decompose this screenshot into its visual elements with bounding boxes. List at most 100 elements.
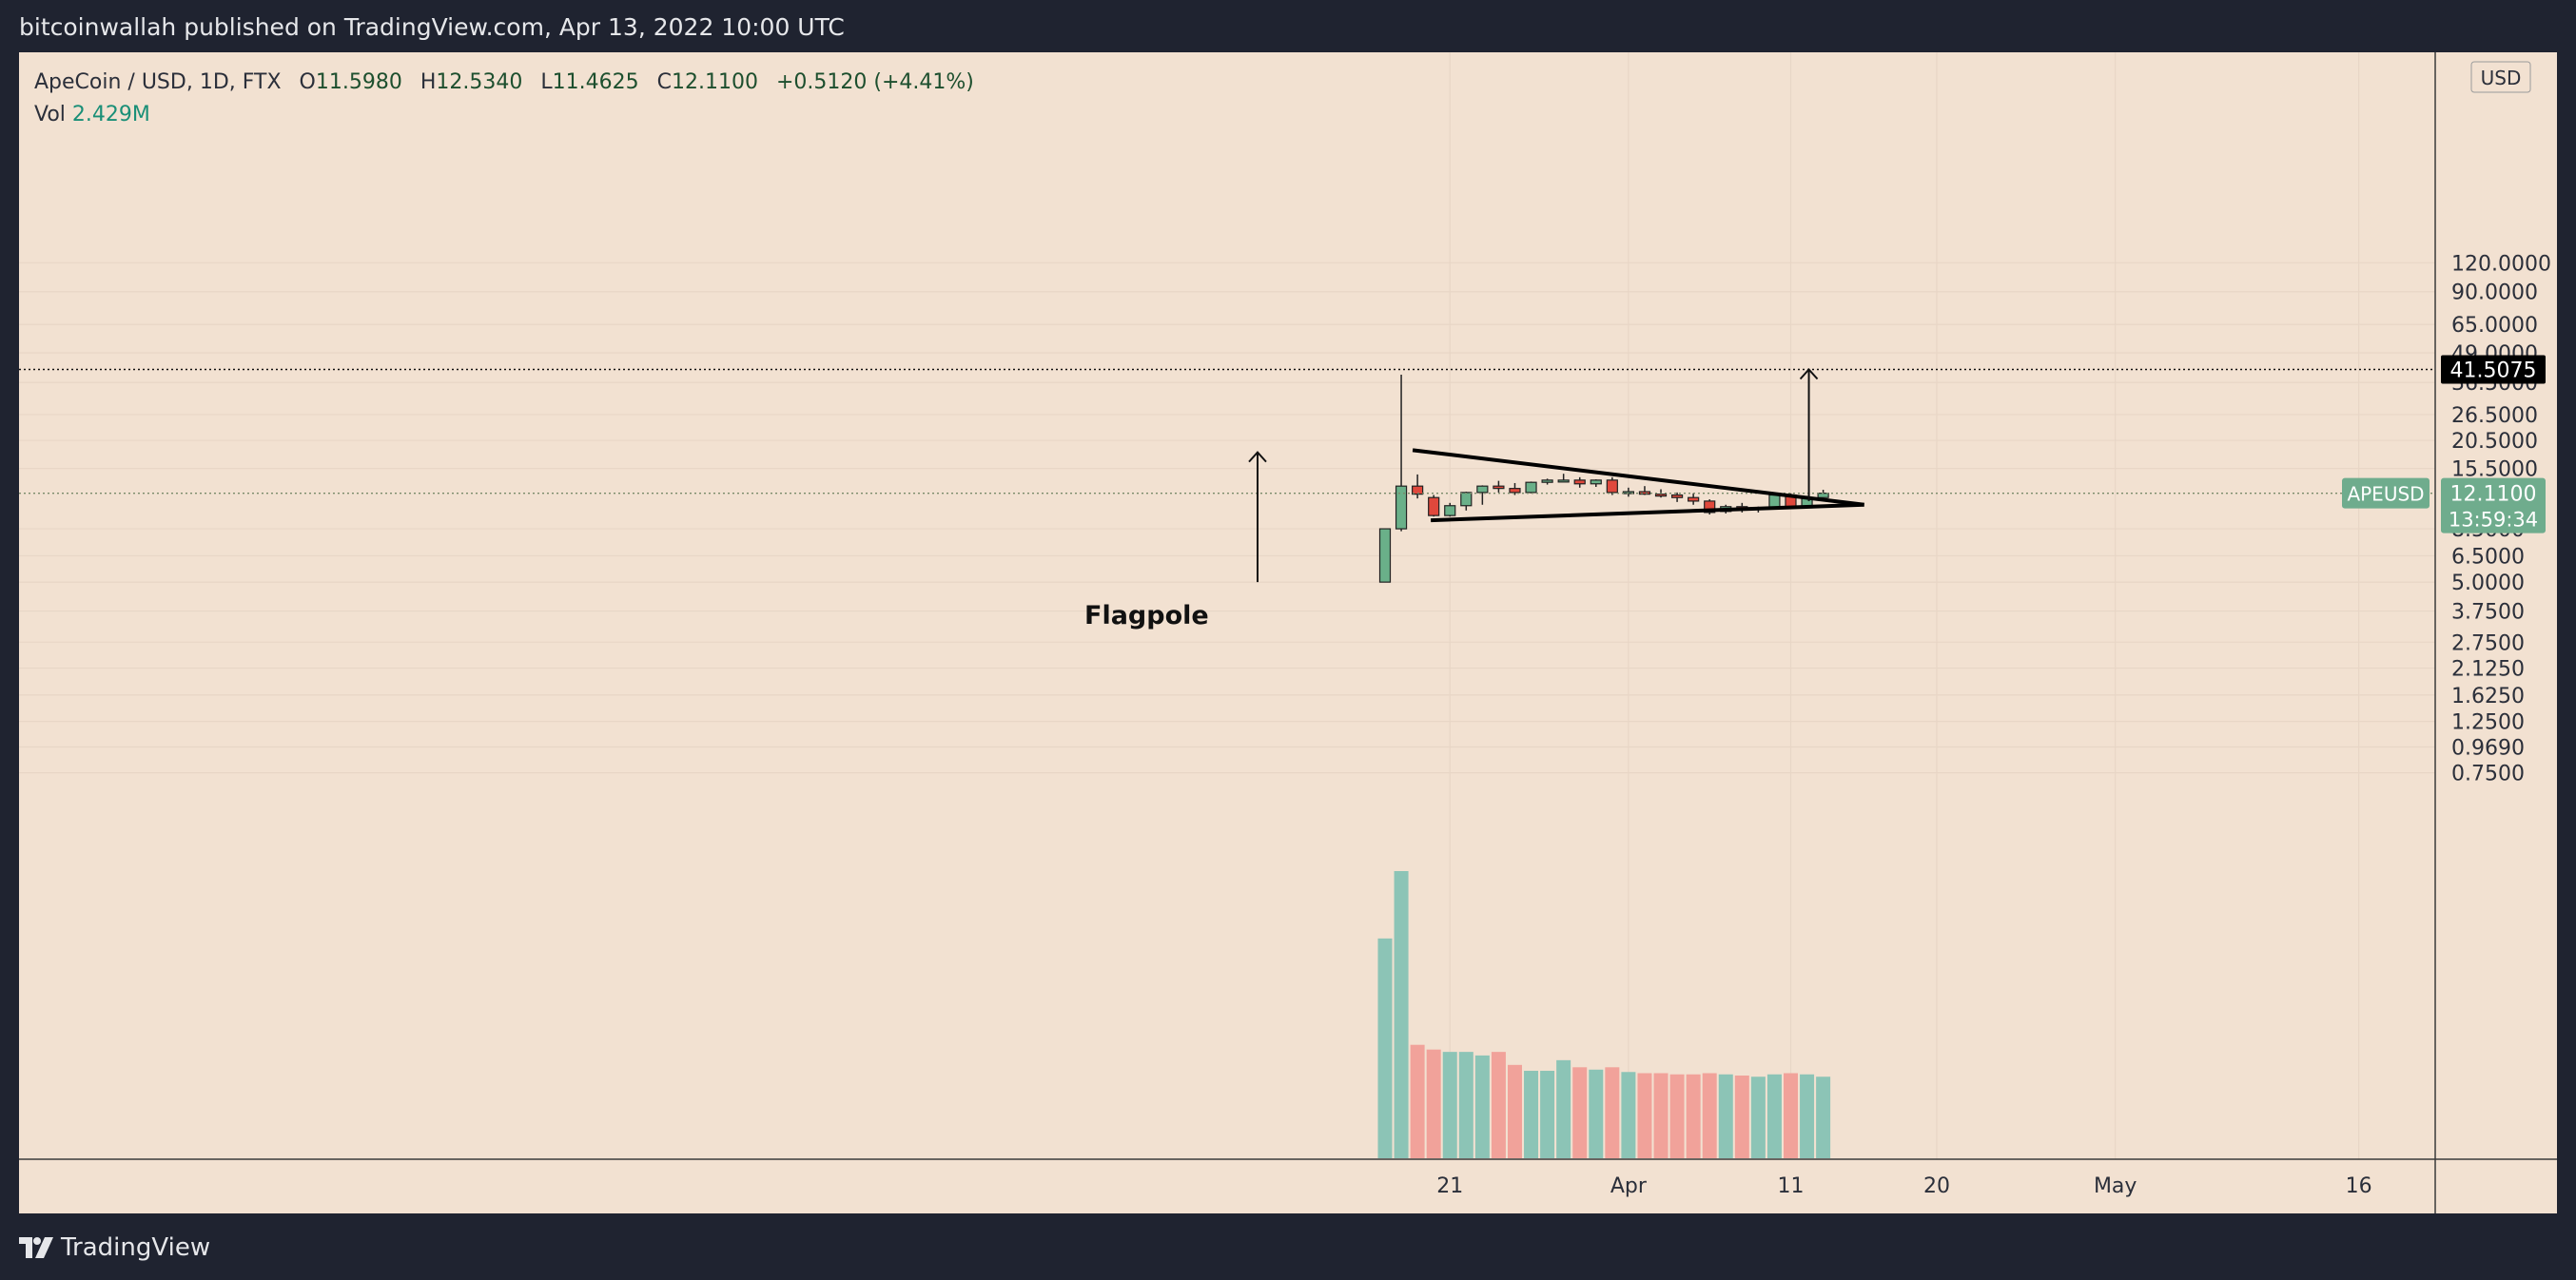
volume-value: 2.429M — [71, 103, 150, 126]
volume-bar — [1377, 938, 1393, 1158]
candle — [1412, 474, 1424, 499]
candle — [1476, 485, 1489, 505]
drawings — [19, 368, 2435, 583]
volume-bar — [1686, 1074, 1701, 1158]
candle-body — [1428, 496, 1440, 516]
low-label: L — [540, 70, 553, 94]
y-tick-label: 120.0000 — [2451, 252, 2551, 276]
y-tick-label: 1.2500 — [2451, 711, 2525, 735]
candle-body — [1590, 479, 1602, 485]
y-tick-label: 65.0000 — [2451, 314, 2538, 338]
target-arrow-head — [1799, 368, 1819, 380]
publisher-text: bitcoinwallah published on TradingView.c… — [19, 13, 845, 41]
candle-body — [1460, 492, 1473, 507]
symbol-label[interactable]: ApeCoin / USD, 1D, FTX — [34, 70, 282, 94]
y-tick-label: 15.5000 — [2451, 458, 2538, 482]
x-tick-label: May — [2094, 1174, 2137, 1198]
volume-bar — [1621, 1072, 1636, 1158]
y-tick-label: 2.1250 — [2451, 658, 2525, 682]
candle-body — [1476, 485, 1489, 494]
candle — [1670, 492, 1684, 502]
volume-bar — [1816, 1076, 1831, 1158]
candle — [1444, 502, 1456, 517]
open-label: O — [299, 70, 316, 94]
volume-bar — [1653, 1073, 1669, 1158]
volume-bar — [1766, 1074, 1782, 1158]
candle — [1460, 492, 1473, 511]
candle — [1395, 375, 1408, 532]
chart-legend: ApeCoin / USD, 1D, FTX O11.5980 H12.5340… — [34, 67, 974, 131]
candle — [1428, 495, 1440, 517]
volume-bars — [1377, 871, 1831, 1158]
volume-bar — [1507, 1064, 1522, 1158]
candle-body — [1525, 481, 1537, 494]
ohlc-row: ApeCoin / USD, 1D, FTX O11.5980 H12.5340… — [34, 67, 974, 99]
volume-bar — [1540, 1071, 1555, 1158]
flagpole-arrow-head — [1248, 451, 1267, 463]
volume-bar — [1556, 1059, 1571, 1158]
currency-button-frame — [2470, 61, 2531, 93]
current-price-value: 12.1100 — [2450, 483, 2537, 507]
y-tick-label: 90.0000 — [2451, 281, 2538, 305]
chart-area[interactable]: 21 Apr 11 20 May 16 120.0000 90.0000 65.0000 49.0… — [19, 52, 2557, 1213]
volume-bar — [1474, 1055, 1490, 1158]
price-chart[interactable]: 21 Apr 11 20 May 16120.000090.000065.000049.0… — [19, 52, 2557, 1213]
volume-bar — [1442, 1052, 1457, 1158]
footer-bar: TradingView — [0, 1213, 2576, 1280]
high-label: H — [420, 70, 437, 94]
candle — [1378, 528, 1392, 583]
x-tick-label: 16 — [2346, 1174, 2372, 1198]
candle — [1509, 482, 1521, 495]
candle-body — [1606, 479, 1618, 494]
volume-bar — [1605, 1067, 1620, 1158]
currency-label: USD — [2481, 67, 2522, 89]
volume-bar — [1784, 1073, 1798, 1158]
candle-body — [1444, 505, 1456, 516]
symbol-tag: APEUSD — [2342, 477, 2430, 509]
target-price-tag-bg — [2441, 355, 2546, 384]
candle — [1590, 479, 1602, 487]
candle-body — [1378, 528, 1392, 583]
candle-body — [1670, 494, 1684, 498]
target-price-tag: 41.5075 — [2441, 355, 2546, 384]
publisher-bar: bitcoinwallah published on TradingView.c… — [0, 0, 2576, 52]
close-label: C — [656, 70, 672, 94]
change-value: +0.5120 (+4.41%) — [775, 70, 974, 94]
volume-bar — [1491, 1052, 1506, 1158]
volume-bar — [1718, 1074, 1733, 1158]
candle-body — [1654, 494, 1668, 497]
volume-bar — [1426, 1049, 1441, 1158]
candle-countdown: 13:59:34 — [2449, 509, 2538, 532]
y-tick-label: 6.5000 — [2451, 545, 2525, 569]
candle — [1573, 476, 1586, 488]
candle-body — [1638, 491, 1651, 495]
candle — [1606, 476, 1618, 495]
tradingview-brand[interactable]: TradingView — [19, 1233, 210, 1262]
current-price-tag-bg — [2441, 477, 2546, 533]
y-tick-label: 0.9690 — [2451, 737, 2525, 761]
candle-body — [1557, 479, 1570, 483]
y-tick-label: 5.0000 — [2451, 572, 2525, 595]
volume-bar — [1394, 871, 1409, 1158]
y-tick-label: 0.7500 — [2451, 763, 2525, 786]
x-tick-label: 11 — [1778, 1174, 1805, 1198]
candle-body — [1541, 479, 1553, 483]
close-value: 12.1100 — [672, 70, 758, 94]
grid — [19, 52, 2435, 1159]
y-tick-label: 26.5000 — [2451, 404, 2538, 428]
low-value: 11.4625 — [552, 70, 639, 94]
candle — [1493, 480, 1505, 493]
volume-bar — [1410, 1044, 1425, 1158]
pennant-lower-trendline — [1431, 502, 1864, 523]
candle-body — [1688, 496, 1700, 502]
volume-bar — [1524, 1071, 1539, 1158]
volume-bar — [1589, 1069, 1604, 1158]
target-price-value: 41.5075 — [2450, 359, 2537, 383]
currency-button[interactable]: USD — [2470, 61, 2531, 93]
volume-label[interactable]: Vol — [34, 103, 66, 126]
volume-row: Vol 2.429M — [34, 99, 974, 131]
symbol-tag-bg — [2342, 477, 2430, 509]
volume-bar — [1458, 1052, 1473, 1158]
chart-background — [19, 52, 2557, 1213]
